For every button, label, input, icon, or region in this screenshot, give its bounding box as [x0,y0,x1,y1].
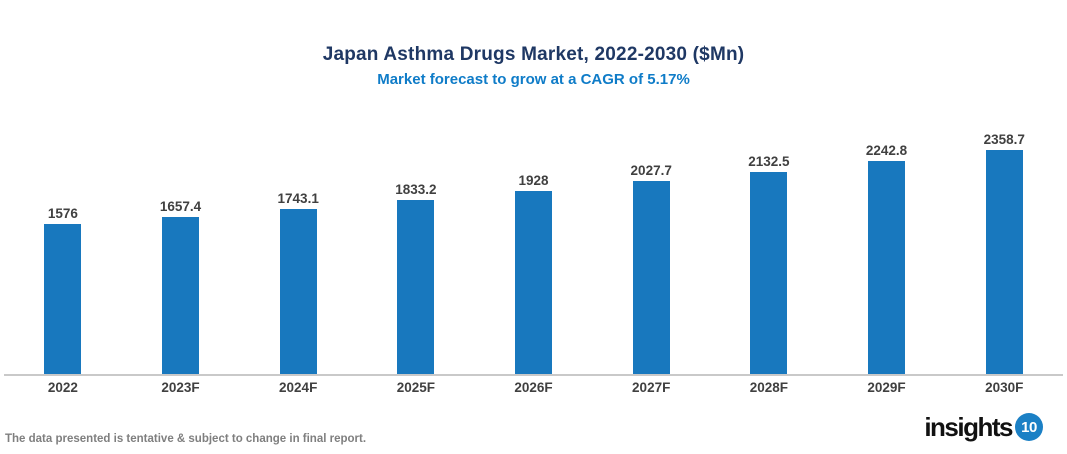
bar-value-label: 1576 [47,206,78,222]
bar [985,150,1023,374]
chart-title: Japan Asthma Drugs Market, 2022-2030 ($M… [322,44,745,65]
bar-column: 2358.7 [945,132,1063,374]
bar-column: 1833.2 [357,182,475,374]
bar-value-label: 1928 [518,172,549,188]
insights10-logo: insights 10 [924,413,1043,441]
bar-value-label: 2027.7 [630,163,672,179]
x-axis-label: 2024F [279,380,318,395]
bar-column: 2242.8 [828,143,946,374]
bar [632,181,670,374]
bar [162,216,199,374]
x-axis-label: 2026F [514,380,553,395]
logo-text: insights [924,412,1013,442]
x-axis-label: 2029F [867,380,906,395]
plot-area: 1576 1657.4 1743.1 1833.2 1928 2027.7 2132.5 22… [4,128,1063,376]
bar-column: 1928 [475,173,593,374]
chart-subtitle: Market forecast to grow at a CAGR of 5.1… [377,71,690,88]
bar-chart: 1576 1657.4 1743.1 1833.2 1928 2027.7 2132.5 22… [4,128,1063,395]
bar-value-label: 1657.4 [159,198,202,214]
bar-column: 1576 [4,206,122,374]
x-axis-label: 2027F [632,380,671,395]
bar [279,208,317,374]
x-axis-label: 2022 [47,380,78,395]
footnote: The data presented is tentative & subjec… [5,433,367,445]
logo-badge-icon: 10 [1015,413,1043,441]
bar-column: 1743.1 [239,190,357,374]
bar [44,224,82,374]
bar-value-label: 2242.8 [865,143,908,158]
x-axis-label: 2023F [161,380,200,395]
bar-column: 2132.5 [710,153,828,374]
bar-value-label: 1833.2 [395,181,437,197]
x-axis-label: 2028F [749,380,788,395]
x-axis-label: 2030F [985,380,1024,395]
x-axis: 2022 2023F 2024F 2025F 2026F 2027F 2028F 2029F 2… [4,380,1063,395]
bar-column: 2027.7 [592,163,710,374]
x-axis-label: 2025F [396,380,435,395]
bar [750,171,788,374]
bar [515,190,553,374]
bar [868,161,906,374]
bar-value-label: 1743.1 [277,190,319,206]
bar-value-label: 2358.7 [983,132,1025,147]
bar-column: 1657.4 [122,199,240,374]
chart-header: Japan Asthma Drugs Market, 2022-2030 ($M… [0,44,1067,88]
bar [397,199,435,374]
bar-value-label: 2132.5 [748,153,790,169]
